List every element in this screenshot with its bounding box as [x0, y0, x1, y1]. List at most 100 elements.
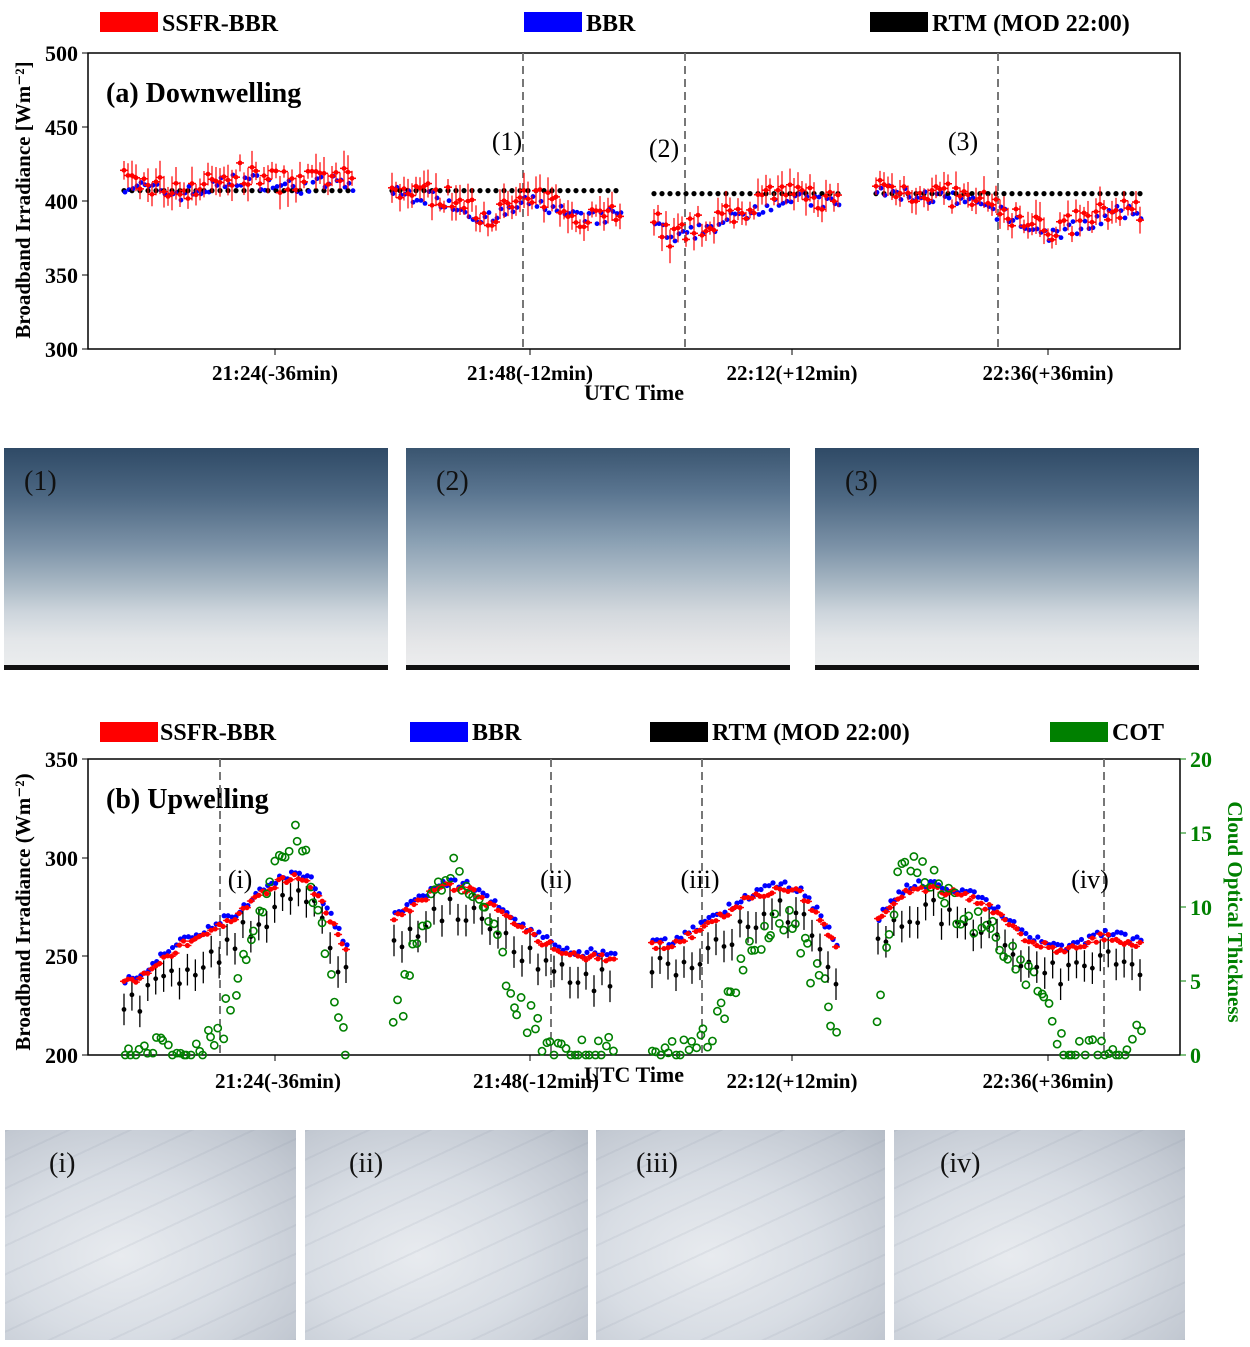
- cot-point: [163, 1040, 173, 1050]
- ssfr-point: [537, 187, 543, 192]
- ssfr-point: [1101, 937, 1107, 943]
- ssfr-point: [727, 208, 733, 213]
- rtm-point: [1018, 963, 1024, 969]
- bbr-point: [225, 913, 231, 919]
- cot-point: [1016, 955, 1025, 964]
- rtm-point: [169, 968, 174, 974]
- rtm-point: [461, 188, 467, 194]
- ssfr-point: [831, 198, 837, 204]
- cot-point: [934, 879, 944, 889]
- rtm-point: [1089, 965, 1095, 971]
- x-tick-label: 22:36(+36min): [983, 361, 1114, 385]
- rtm-point: [313, 188, 319, 194]
- rtm-point: [1105, 191, 1111, 197]
- ssfr-point: [393, 187, 399, 193]
- bbr-point: [1078, 936, 1085, 943]
- cot-point: [964, 911, 974, 921]
- cot-point: [1122, 1045, 1132, 1055]
- ssfr-point: [981, 189, 987, 195]
- ssfr-point: [1061, 949, 1068, 955]
- rtm-point: [208, 949, 214, 955]
- cot-point: [320, 949, 330, 959]
- ssfr-point: [695, 212, 701, 218]
- ssfr-point: [141, 176, 147, 182]
- bbr-point: [1130, 936, 1136, 942]
- rtm-point: [256, 922, 262, 927]
- bbr-point: [978, 201, 984, 207]
- ssfr-point: [433, 187, 439, 193]
- ssfr-point: [585, 220, 591, 226]
- ssfr-point: [923, 888, 929, 895]
- ssfr-point: [181, 188, 187, 193]
- cot-point: [882, 943, 892, 952]
- sky-photo-2: (2): [406, 448, 790, 670]
- cot-point: [498, 947, 508, 957]
- ssfr-point: [681, 938, 687, 944]
- ssfr-point: [679, 222, 685, 227]
- bbr-point: [486, 210, 492, 215]
- cot-point: [712, 1006, 722, 1016]
- photo-label: (iv): [940, 1148, 981, 1179]
- rtm-point: [1042, 970, 1048, 976]
- rtm-point: [575, 980, 581, 986]
- bbr-point: [680, 229, 686, 234]
- bbr-point: [990, 206, 996, 212]
- cot-point: [1021, 980, 1031, 990]
- cot-point: [1111, 1050, 1121, 1060]
- ssfr-point: [1125, 939, 1131, 945]
- ssfr-point: [993, 197, 999, 202]
- ssfr-point: [529, 200, 535, 205]
- rtm-point: [527, 945, 533, 951]
- ssfr-point: [1042, 939, 1048, 946]
- ssfr-point: [409, 193, 415, 198]
- bbr-point: [1074, 231, 1080, 237]
- rtm-point: [665, 961, 671, 967]
- bbr-point: [758, 886, 764, 893]
- ssfr-point: [555, 948, 561, 954]
- rtm-point: [224, 937, 230, 943]
- x-axis-label: UTC Time: [584, 380, 684, 405]
- ssfr-point: [511, 921, 517, 927]
- ssfr-point: [137, 975, 143, 981]
- bbr-point: [688, 224, 694, 230]
- bbr-point: [967, 887, 973, 894]
- cot-point: [667, 1036, 677, 1046]
- ssfr-point: [501, 198, 507, 204]
- bbr-point: [904, 882, 910, 888]
- rtm-point: [479, 916, 485, 922]
- ssfr-point: [873, 183, 879, 189]
- rtm-point: [1049, 191, 1055, 197]
- cot-point: [716, 998, 726, 1008]
- rtm-point: [431, 906, 437, 912]
- bbr-point: [784, 198, 790, 204]
- ssfr-point: [192, 936, 198, 942]
- y-tick-label: 300: [45, 846, 78, 871]
- bbr-point: [576, 949, 582, 955]
- ssfr-point: [1049, 237, 1055, 243]
- bbr-point: [959, 887, 965, 893]
- ssfr-point: [929, 187, 935, 193]
- rtm-point: [899, 924, 905, 930]
- bbr-point: [1055, 941, 1061, 948]
- rtm-point: [667, 191, 673, 197]
- rtm-point: [487, 926, 493, 932]
- legend: SSFR-BBR BBR RTM (MOD 22:00) COT: [100, 720, 1164, 746]
- ssfr-point: [787, 182, 793, 188]
- ssfr-point: [597, 208, 603, 214]
- ssfr-point: [1018, 931, 1024, 937]
- bbr-point: [1030, 227, 1036, 232]
- bbr-point: [1023, 930, 1029, 937]
- ssfr-point: [587, 954, 593, 960]
- ssfr-point: [617, 213, 623, 219]
- ssfr-point: [703, 228, 709, 234]
- rtm-point: [439, 918, 445, 924]
- bbr-point: [1019, 927, 1025, 933]
- ssfr-point: [1137, 939, 1143, 946]
- bbr-point: [770, 880, 776, 886]
- rtm-point: [721, 944, 727, 949]
- cot-point: [577, 1035, 587, 1045]
- bbr-point: [692, 236, 698, 241]
- ssfr-point: [161, 189, 167, 195]
- ssfr-point: [753, 891, 759, 897]
- ssfr-point: [497, 201, 503, 207]
